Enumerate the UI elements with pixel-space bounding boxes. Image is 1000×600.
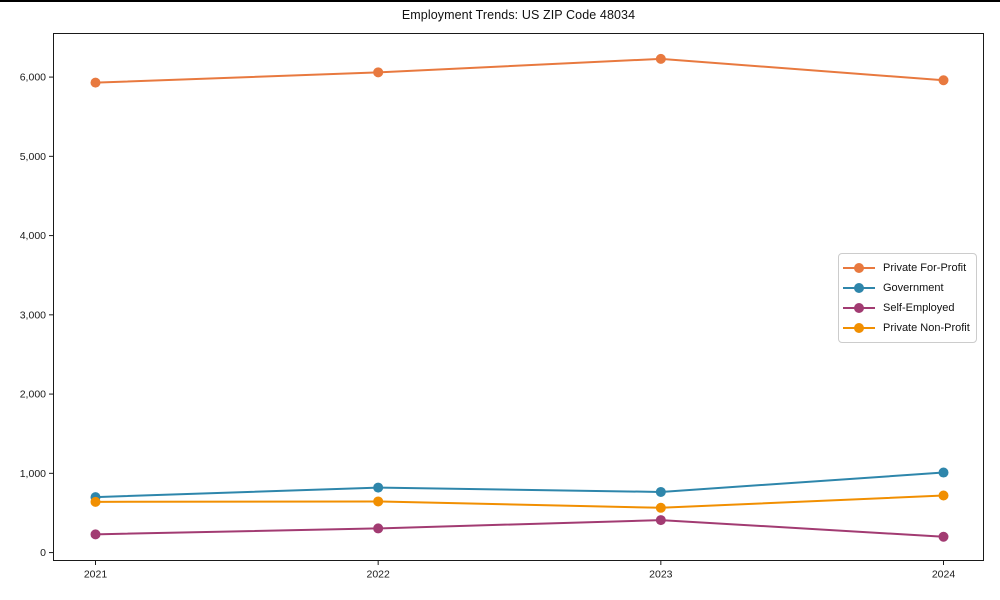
data-point <box>373 482 384 493</box>
y-tick-label: 4,000 <box>20 230 46 242</box>
legend-item-private-for-profit: Private For-Profit <box>843 258 970 278</box>
x-tick-label: 2024 <box>932 569 956 581</box>
y-tick-label: 2,000 <box>20 389 46 401</box>
data-point <box>938 531 949 542</box>
data-point <box>90 529 101 540</box>
data-point <box>90 77 101 88</box>
legend-item-private-non-profit: Private Non-Profit <box>843 318 970 338</box>
chart-legend: Private For-Profit Government Self-Employe… <box>838 253 977 343</box>
series-line <box>95 494 944 509</box>
y-tick-label: 5,000 <box>20 151 46 163</box>
legend-marker <box>843 283 875 293</box>
legend-label: Self-Employed <box>883 302 955 314</box>
legend-item-self-employed: Self-Employed <box>843 298 970 318</box>
data-point <box>373 496 384 507</box>
data-point <box>90 496 101 507</box>
y-tick-label: 3,000 <box>20 309 46 321</box>
series-line <box>95 471 944 499</box>
data-point <box>655 502 666 513</box>
window-top-edge <box>0 0 1000 2</box>
data-point <box>655 486 666 497</box>
data-point <box>655 53 666 64</box>
legend-item-government: Government <box>843 278 970 298</box>
data-point <box>938 75 949 86</box>
chart-title: Employment Trends: US ZIP Code 48034 <box>401 8 636 22</box>
data-point <box>655 515 666 526</box>
series-line <box>95 57 944 84</box>
legend-label: Private For-Profit <box>883 262 967 274</box>
x-tick-label: 2023 <box>649 569 673 581</box>
y-tick-label: 1,000 <box>20 468 46 480</box>
series-line <box>95 519 944 538</box>
data-point <box>938 490 949 501</box>
x-tick-label: 2022 <box>366 569 390 581</box>
data-point <box>938 467 949 478</box>
y-tick-label: 6,000 <box>20 72 46 84</box>
legend-label: Government <box>883 282 944 294</box>
y-tick-label: 0 <box>40 547 46 559</box>
data-point <box>373 67 384 78</box>
x-tick-label: 2021 <box>84 569 108 581</box>
plot-border <box>53 33 984 561</box>
legend-marker <box>843 323 875 333</box>
legend-marker <box>843 263 875 273</box>
data-point <box>373 523 384 534</box>
legend-label: Private Non-Profit <box>883 322 970 334</box>
legend-marker <box>843 303 875 313</box>
